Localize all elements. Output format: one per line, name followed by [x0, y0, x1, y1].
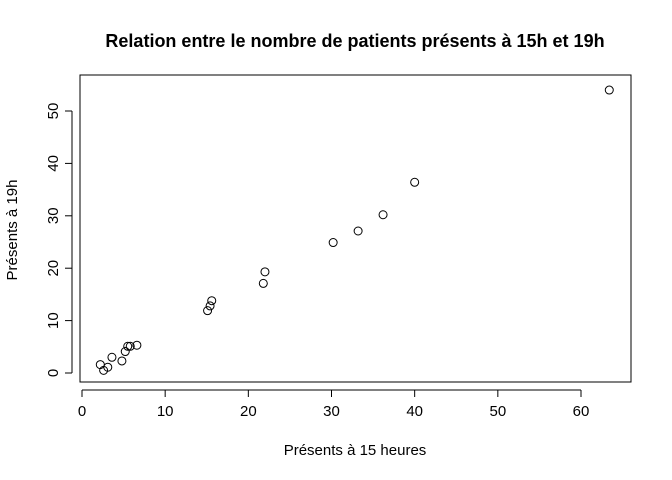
data-point	[410, 177, 420, 187]
y-tick-label: 40	[45, 155, 62, 172]
data-point	[123, 341, 133, 351]
x-tick-label: 10	[157, 403, 174, 420]
data-point	[132, 340, 142, 350]
y-tick-label: 0	[45, 369, 62, 377]
data-point	[120, 347, 130, 357]
data-point	[260, 267, 270, 277]
data-point	[378, 210, 388, 220]
y-tick-label: 50	[45, 103, 62, 120]
data-point	[258, 278, 268, 288]
data-point	[117, 356, 127, 366]
data-point	[207, 296, 217, 306]
y-axis-label: Présents à 19h	[4, 180, 21, 281]
data-point	[205, 301, 215, 311]
data-point	[353, 226, 363, 236]
x-axis: 0 10 20 30 40 50 60	[78, 389, 590, 420]
y-axis: 0 10 20 30 40 50	[45, 103, 73, 377]
y-tick-label: 30	[45, 207, 62, 224]
plot-frame	[79, 74, 632, 383]
data-point	[103, 362, 113, 372]
data-point	[328, 238, 338, 248]
x-tick-label: 30	[323, 403, 340, 420]
y-tick-label: 10	[45, 312, 62, 329]
data-point	[604, 85, 614, 95]
x-tick-label: 60	[573, 403, 590, 420]
x-axis-label: Présents à 15 heures	[284, 442, 427, 459]
x-tick-label: 20	[240, 403, 257, 420]
chart-title: Relation entre le nombre de patients pré…	[105, 31, 604, 51]
data-point	[203, 306, 213, 316]
x-tick-label: 50	[489, 403, 506, 420]
data-point	[125, 341, 135, 351]
x-tick-label: 0	[78, 403, 86, 420]
y-tick-label: 20	[45, 260, 62, 277]
data-point	[107, 352, 117, 362]
data-points	[95, 85, 614, 375]
x-tick-label: 40	[406, 403, 423, 420]
